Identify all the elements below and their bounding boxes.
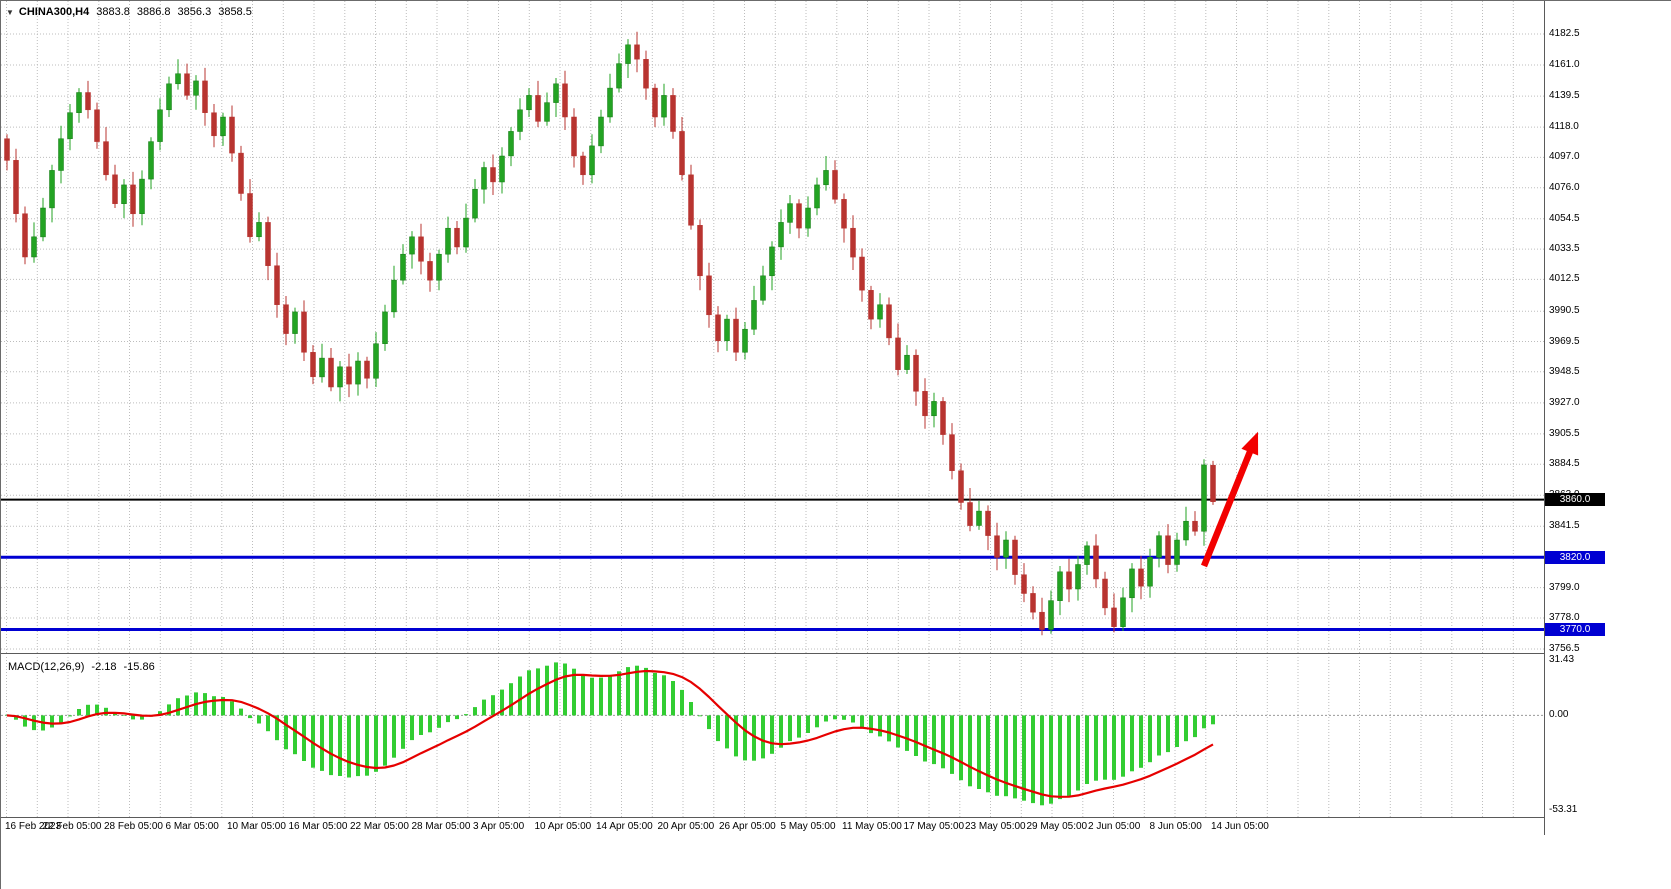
price-tick-label: 4118.0 bbox=[1549, 121, 1579, 133]
time-label: 28 Mar 05:00 bbox=[411, 821, 471, 832]
macd-scale-min: -53.31 bbox=[1549, 804, 1578, 815]
ohlc-high: 3886.8 bbox=[136, 6, 171, 18]
macd-scale-zero: 0.00 bbox=[1549, 709, 1569, 720]
time-label: 3 Apr 05:00 bbox=[473, 821, 525, 832]
macd-name: MACD(12,26,9) bbox=[8, 661, 85, 673]
macd-main-value: -2.18 bbox=[91, 661, 117, 673]
time-label: 29 May 05:00 bbox=[1026, 821, 1088, 832]
time-label: 22 Feb 05:00 bbox=[42, 821, 102, 832]
horizontal-level-lines[interactable] bbox=[1, 498, 1544, 631]
macd-signal-value: -15.86 bbox=[123, 661, 155, 673]
time-label: 16 Feb 2023 bbox=[5, 821, 62, 832]
price-tag[interactable]: 3860.0 bbox=[1545, 493, 1605, 507]
time-label: 10 Mar 05:00 bbox=[227, 821, 286, 832]
chart-title-overlay: ▼ CHINA300,H4 3883.8 3886.8 3856.3 3858.5 bbox=[6, 6, 252, 18]
time-label: 23 May 05:00 bbox=[965, 821, 1026, 832]
symbol-label: CHINA300,H4 bbox=[18, 6, 90, 18]
ohlc-open: 3883.8 bbox=[96, 6, 130, 18]
price-tick-label: 3778.0 bbox=[1549, 611, 1580, 623]
time-label: 6 Mar 05:00 bbox=[165, 821, 219, 832]
price-tick-label: 3969.5 bbox=[1549, 335, 1580, 347]
price-tick-label: 4182.5 bbox=[1549, 28, 1580, 39]
ohlc-close: 3858.5 bbox=[218, 6, 252, 18]
price-tick-label: 3884.5 bbox=[1549, 458, 1580, 470]
candles bbox=[4, 31, 1216, 636]
time-label: 26 Apr 05:00 bbox=[719, 821, 776, 832]
price-chart-area[interactable] bbox=[1, 1, 1544, 653]
grid bbox=[1, 1, 1544, 653]
macd-scale-max: 31.43 bbox=[1549, 654, 1575, 665]
macd-label-overlay: MACD(12,26,9) -2.18 -15.86 bbox=[8, 661, 155, 673]
time-label: 5 May 05:00 bbox=[780, 821, 836, 832]
price-tick-label: 4076.0 bbox=[1549, 181, 1580, 193]
panel-separator-macd-timeaxis bbox=[1, 817, 1545, 818]
time-label: 11 May 05:00 bbox=[842, 821, 902, 832]
time-label: 14 Apr 05:00 bbox=[596, 821, 653, 832]
price-tick-label: 3799.0 bbox=[1549, 581, 1580, 593]
time-label: 28 Feb 05:00 bbox=[104, 821, 163, 832]
price-tick-label: 4012.5 bbox=[1549, 273, 1580, 285]
price-tick-label: 4139.5 bbox=[1549, 90, 1580, 102]
macd-indicator-area[interactable] bbox=[1, 657, 1544, 818]
macd-signal-line bbox=[6, 669, 1214, 798]
time-label: 20 Apr 05:00 bbox=[657, 821, 715, 832]
price-tag[interactable]: 3820.0 bbox=[1545, 550, 1605, 564]
price-scale-separator bbox=[1544, 1, 1545, 835]
time-label: 22 Mar 05:00 bbox=[350, 821, 409, 832]
price-tick-label: 3841.5 bbox=[1549, 520, 1580, 532]
trend-arrow[interactable] bbox=[1200, 431, 1259, 568]
ohlc-low: 3856.3 bbox=[177, 6, 212, 18]
price-tick-label: 4161.0 bbox=[1549, 59, 1580, 71]
price-tick-label: 3927.0 bbox=[1549, 396, 1580, 408]
time-label: 16 Mar 05:00 bbox=[288, 821, 348, 832]
price-tick-label: 3990.5 bbox=[1549, 305, 1580, 317]
time-label: 10 Apr 05:00 bbox=[534, 821, 592, 832]
price-tick-label: 3948.5 bbox=[1549, 365, 1580, 377]
price-tick-label: 3905.5 bbox=[1549, 427, 1580, 439]
price-tag[interactable]: 3770.0 bbox=[1545, 623, 1605, 636]
one-click-dropdown-icon[interactable]: ▼ bbox=[6, 8, 14, 17]
time-label: 14 Jun 05:00 bbox=[1211, 821, 1269, 832]
price-tick-label: 4033.5 bbox=[1549, 243, 1580, 255]
price-tick-label: 3756.5 bbox=[1549, 643, 1580, 654]
time-label: 2 Jun 05:00 bbox=[1088, 821, 1141, 832]
time-label: 8 Jun 05:00 bbox=[1149, 821, 1202, 832]
macd-histogram bbox=[5, 662, 1215, 806]
price-tick-label: 4054.5 bbox=[1549, 212, 1580, 224]
time-label: 17 May 05:00 bbox=[903, 821, 965, 832]
panel-separator-main-macd[interactable] bbox=[1, 653, 1545, 654]
price-tick-label: 4097.0 bbox=[1549, 151, 1580, 163]
